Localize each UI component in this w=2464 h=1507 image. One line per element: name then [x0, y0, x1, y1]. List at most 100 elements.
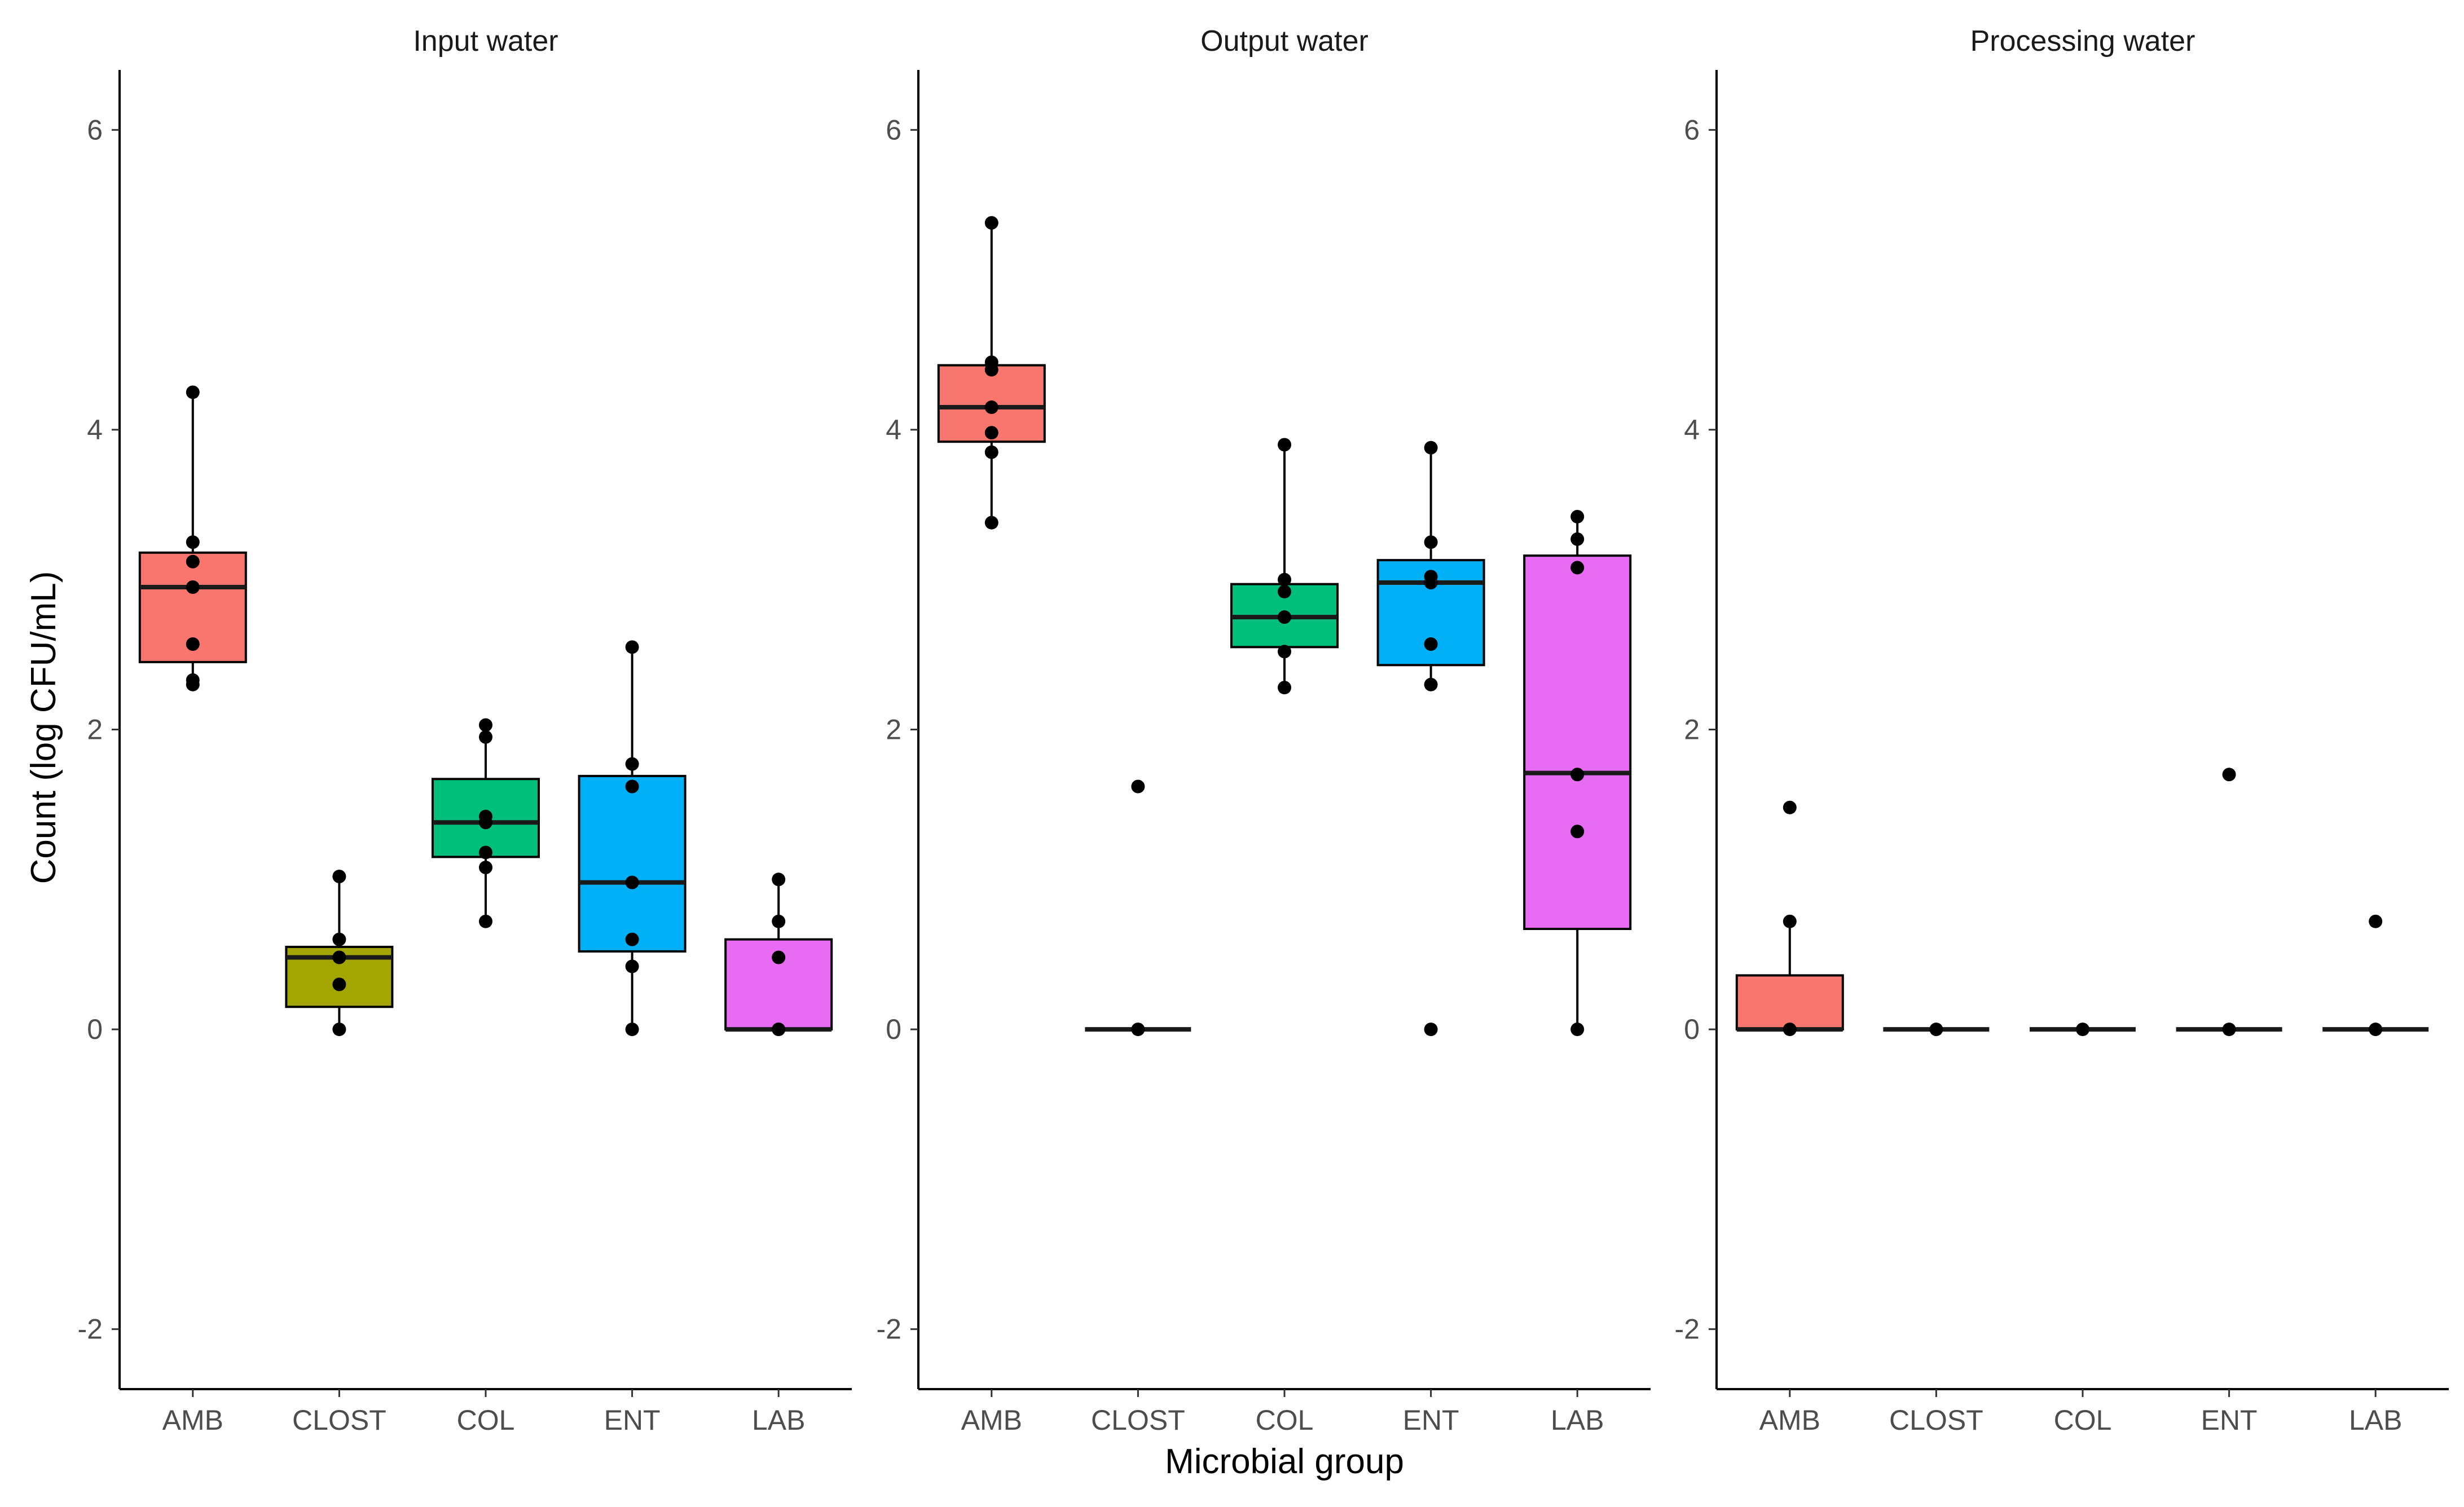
data-point — [772, 914, 786, 928]
data-point — [984, 355, 998, 369]
box-lab — [724, 938, 833, 1031]
data-point — [332, 950, 346, 964]
x-tick-label: CLOST — [1889, 1404, 1983, 1436]
data-point — [625, 959, 639, 973]
data-point — [625, 779, 639, 794]
data-point — [186, 554, 200, 569]
data-point — [1424, 637, 1438, 651]
data-point — [1278, 438, 1291, 452]
data-point — [625, 932, 639, 946]
data-point — [479, 730, 492, 744]
data-point — [1783, 1023, 1797, 1037]
data-point — [1424, 440, 1438, 455]
data-point — [186, 385, 200, 399]
data-point — [479, 718, 492, 732]
data-point — [332, 1023, 346, 1037]
data-point — [186, 535, 200, 549]
y-tick-label: -2 — [1675, 1314, 1700, 1345]
x-tick-label: AMB — [162, 1404, 223, 1436]
y-tick-label: 4 — [886, 414, 901, 446]
data-point — [625, 640, 639, 654]
x-tick-label: COL — [2054, 1404, 2112, 1436]
data-point — [1278, 572, 1291, 587]
panel-title: Output water — [1200, 25, 1369, 58]
data-point — [1570, 510, 1585, 524]
x-tick-label: ENT — [1403, 1404, 1459, 1436]
data-point — [625, 757, 639, 771]
data-point — [2222, 1023, 2236, 1037]
panel-title: Input water — [413, 25, 558, 58]
y-tick-label: 6 — [886, 114, 901, 146]
data-point — [625, 1023, 639, 1037]
data-point — [186, 580, 200, 594]
x-tick-label: CLOST — [292, 1404, 386, 1436]
y-tick-label: 0 — [886, 1014, 901, 1045]
y-tick-label: -2 — [78, 1314, 103, 1345]
data-point — [984, 515, 998, 530]
data-point — [772, 950, 786, 964]
data-point — [1783, 800, 1797, 814]
data-point — [984, 426, 998, 440]
y-tick-label: 4 — [87, 414, 103, 446]
data-point — [479, 809, 492, 823]
data-point — [984, 216, 998, 230]
panel-2: Processing water -2 0 2 4 6 AMB CLOST COL ENT LAB — [1675, 25, 2449, 1436]
data-point — [332, 869, 346, 883]
y-tick-label: -2 — [877, 1314, 901, 1345]
data-point — [332, 977, 346, 992]
data-point — [1131, 1023, 1145, 1037]
data-point — [772, 873, 786, 887]
y-tick-label: 0 — [1684, 1014, 1700, 1045]
data-point — [2369, 1023, 2383, 1037]
x-tick-label: LAB — [752, 1404, 806, 1436]
data-point — [186, 637, 200, 651]
y-tick-label: 2 — [87, 714, 103, 746]
data-point — [1278, 584, 1291, 598]
data-point — [984, 400, 998, 415]
panel-1: Output water -2 0 2 4 6 AMB CLOST COL ENT LAB — [877, 25, 1651, 1436]
x-tick-label: AMB — [961, 1404, 1022, 1436]
data-point — [1424, 1023, 1438, 1037]
y-tick-label: 4 — [1684, 414, 1700, 446]
data-point — [2076, 1023, 2089, 1037]
data-point — [625, 875, 639, 889]
x-tick-label: ENT — [604, 1404, 661, 1436]
data-point — [984, 445, 998, 459]
data-point — [1783, 914, 1797, 928]
x-tick-label: COL — [1256, 1404, 1314, 1436]
panel-0: Input water -2 0 2 4 6 AMB CLOST COL ENT LAB — [78, 25, 852, 1436]
y-tick-label: 6 — [87, 114, 103, 146]
data-point — [1278, 610, 1291, 624]
y-tick-label: 0 — [87, 1014, 103, 1045]
x-tick-label: LAB — [2349, 1404, 2403, 1436]
data-point — [1570, 768, 1585, 782]
data-point — [772, 1023, 786, 1037]
x-tick-label: ENT — [2201, 1404, 2258, 1436]
panel-title: Processing water — [1970, 25, 2195, 58]
box-lab — [1523, 554, 1632, 931]
x-tick-label: AMB — [1759, 1404, 1820, 1436]
data-point — [1278, 645, 1291, 659]
y-tick-label: 2 — [1684, 714, 1700, 746]
box-ent — [578, 774, 687, 953]
data-point — [1570, 532, 1585, 546]
data-point — [479, 861, 492, 875]
data-point — [1131, 779, 1145, 794]
data-point — [1570, 1023, 1585, 1037]
data-point — [1424, 677, 1438, 691]
data-point — [1570, 561, 1585, 575]
data-point — [2222, 768, 2236, 782]
y-tick-label: 2 — [886, 714, 901, 746]
x-tick-label: COL — [457, 1404, 515, 1436]
data-point — [1278, 681, 1291, 695]
data-point — [1424, 535, 1438, 549]
data-point — [2369, 914, 2383, 928]
data-point — [479, 914, 492, 928]
data-point — [332, 932, 346, 946]
box-amb — [1735, 974, 1844, 1031]
y-tick-label: 6 — [1684, 114, 1700, 146]
x-tick-label: CLOST — [1091, 1404, 1185, 1436]
x-axis-title: Microbial group — [1165, 1442, 1404, 1481]
